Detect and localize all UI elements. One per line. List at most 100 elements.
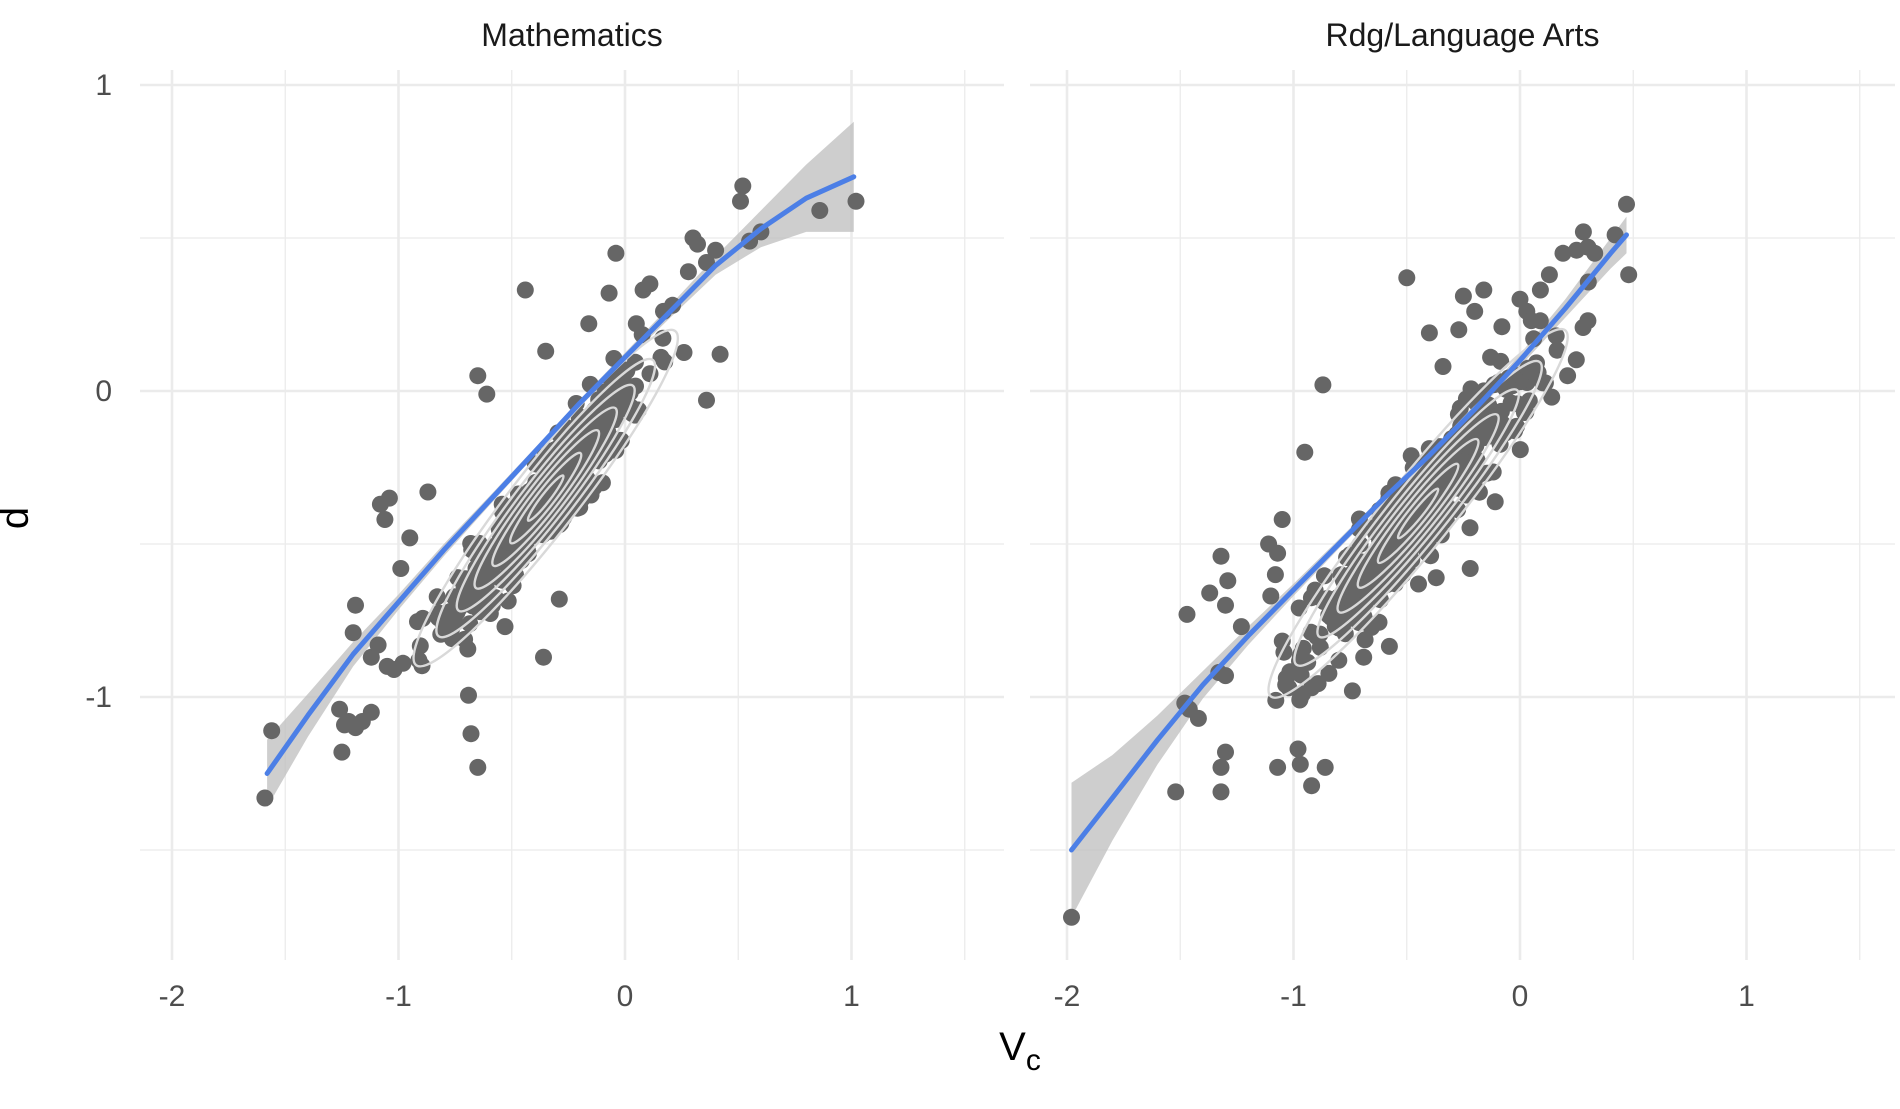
scatter-point [1511, 441, 1529, 459]
scatter-point [1475, 281, 1493, 299]
scatter-point [1479, 422, 1497, 440]
scatter-point [369, 636, 387, 654]
scatter-point [1450, 321, 1468, 339]
scatter-point [1219, 572, 1237, 590]
scatter-point [1446, 457, 1464, 475]
scatter-point [414, 609, 432, 627]
density-contour [1356, 437, 1480, 589]
scatter-point [1291, 755, 1309, 773]
scatter-point [1341, 578, 1359, 595]
scatter-point [1210, 664, 1228, 681]
scatter-point [1343, 682, 1361, 700]
scatter-point [1350, 510, 1368, 528]
density-contour [1396, 487, 1440, 540]
scatter-point [1548, 341, 1566, 359]
scatter-point [847, 192, 865, 210]
scatter-point [394, 654, 412, 672]
smooth-line [1069, 232, 1629, 853]
scatter-point [1269, 544, 1287, 562]
scatter-point [811, 202, 829, 219]
density-contour [1316, 388, 1520, 639]
scatter-point [1217, 596, 1234, 614]
scatter-point [593, 474, 611, 492]
scatter-point [1063, 908, 1080, 926]
scatter-point [1486, 493, 1504, 511]
scatter-point [535, 648, 552, 666]
scatter-point [1277, 669, 1295, 687]
scatter-point [1567, 351, 1585, 369]
scatter-point [516, 281, 534, 299]
scatter-point [1543, 388, 1561, 406]
scatter-point [1586, 244, 1604, 262]
scatter-point [600, 284, 618, 302]
scatter-point [1316, 758, 1334, 776]
scatter-point [504, 567, 522, 585]
scatter-point [627, 315, 645, 333]
scatter-point [1431, 478, 1449, 496]
scatter-point [496, 618, 514, 636]
scatter-point [392, 560, 410, 577]
scatter-point [1420, 324, 1438, 342]
scatter-point [469, 758, 487, 776]
scatter-point [514, 522, 532, 540]
scatter-point [732, 192, 749, 210]
scatter-point [1482, 348, 1500, 366]
scatter-point [1531, 281, 1549, 299]
y-tick-label: -1 [85, 681, 112, 714]
scatter-point [1320, 664, 1338, 682]
x-axis-title-subscript: c [1026, 1044, 1041, 1077]
smooth-line [264, 174, 857, 776]
scatter-point [344, 624, 362, 642]
scatter-point [1574, 319, 1592, 336]
x-tick-label: 1 [843, 980, 860, 1013]
scatter-point [331, 700, 349, 718]
scatter-point [1559, 367, 1577, 385]
scatter-point [1454, 287, 1472, 305]
density-contour [1293, 359, 1543, 667]
scatter-point [1296, 443, 1314, 461]
scatter-point [711, 345, 729, 363]
scatter-point [689, 235, 706, 253]
scatter-point [675, 344, 693, 361]
scatter-point [1315, 567, 1333, 585]
scatter-point [1356, 631, 1374, 649]
scatter-point [537, 342, 555, 360]
scatter-point [550, 590, 568, 608]
scatter-point [698, 254, 715, 271]
scatter-point [1522, 312, 1540, 330]
scatter-point [698, 391, 715, 409]
panel-2: Rdg/Language Arts -2 -1 0 1 [1030, 17, 1895, 1013]
scatter-point [333, 743, 351, 761]
scatter-point [1167, 783, 1185, 801]
scatter-point [1620, 266, 1638, 284]
y-tick-label: 0 [95, 375, 112, 408]
scatter-point [1540, 266, 1558, 284]
scatter-point [1462, 380, 1480, 398]
scatter-point [362, 703, 380, 721]
scatter-point [1606, 226, 1624, 244]
scatter-point [443, 620, 461, 638]
density-contours [412, 328, 680, 668]
scatter-point [1217, 743, 1234, 761]
density-contour [473, 406, 619, 590]
scatter-point [256, 789, 274, 807]
density-contour [1376, 462, 1460, 565]
scatter-point [1554, 244, 1572, 262]
scatter-point [1434, 358, 1452, 375]
scatter-point [1212, 547, 1230, 565]
scatter-point [469, 367, 487, 385]
scatter-point [1327, 597, 1345, 615]
scatter-point [446, 605, 464, 623]
density-contour [455, 383, 636, 613]
points-layer [1063, 195, 1638, 926]
x-tick-label: -1 [1280, 980, 1307, 1013]
x-tick-label: 0 [617, 980, 634, 1013]
y-tick-label: 1 [95, 69, 112, 102]
scatter-point [1212, 758, 1230, 776]
scatter-point [380, 489, 398, 507]
scatter-point [1398, 269, 1416, 287]
scatter-point [1189, 709, 1207, 727]
scatter-point [664, 296, 682, 314]
panel-title: Mathematics [481, 17, 662, 53]
